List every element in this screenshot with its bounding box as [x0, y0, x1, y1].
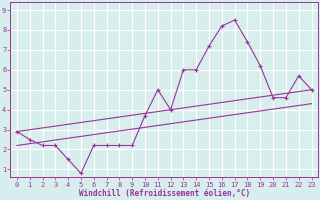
X-axis label: Windchill (Refroidissement éolien,°C): Windchill (Refroidissement éolien,°C) [79, 189, 250, 198]
